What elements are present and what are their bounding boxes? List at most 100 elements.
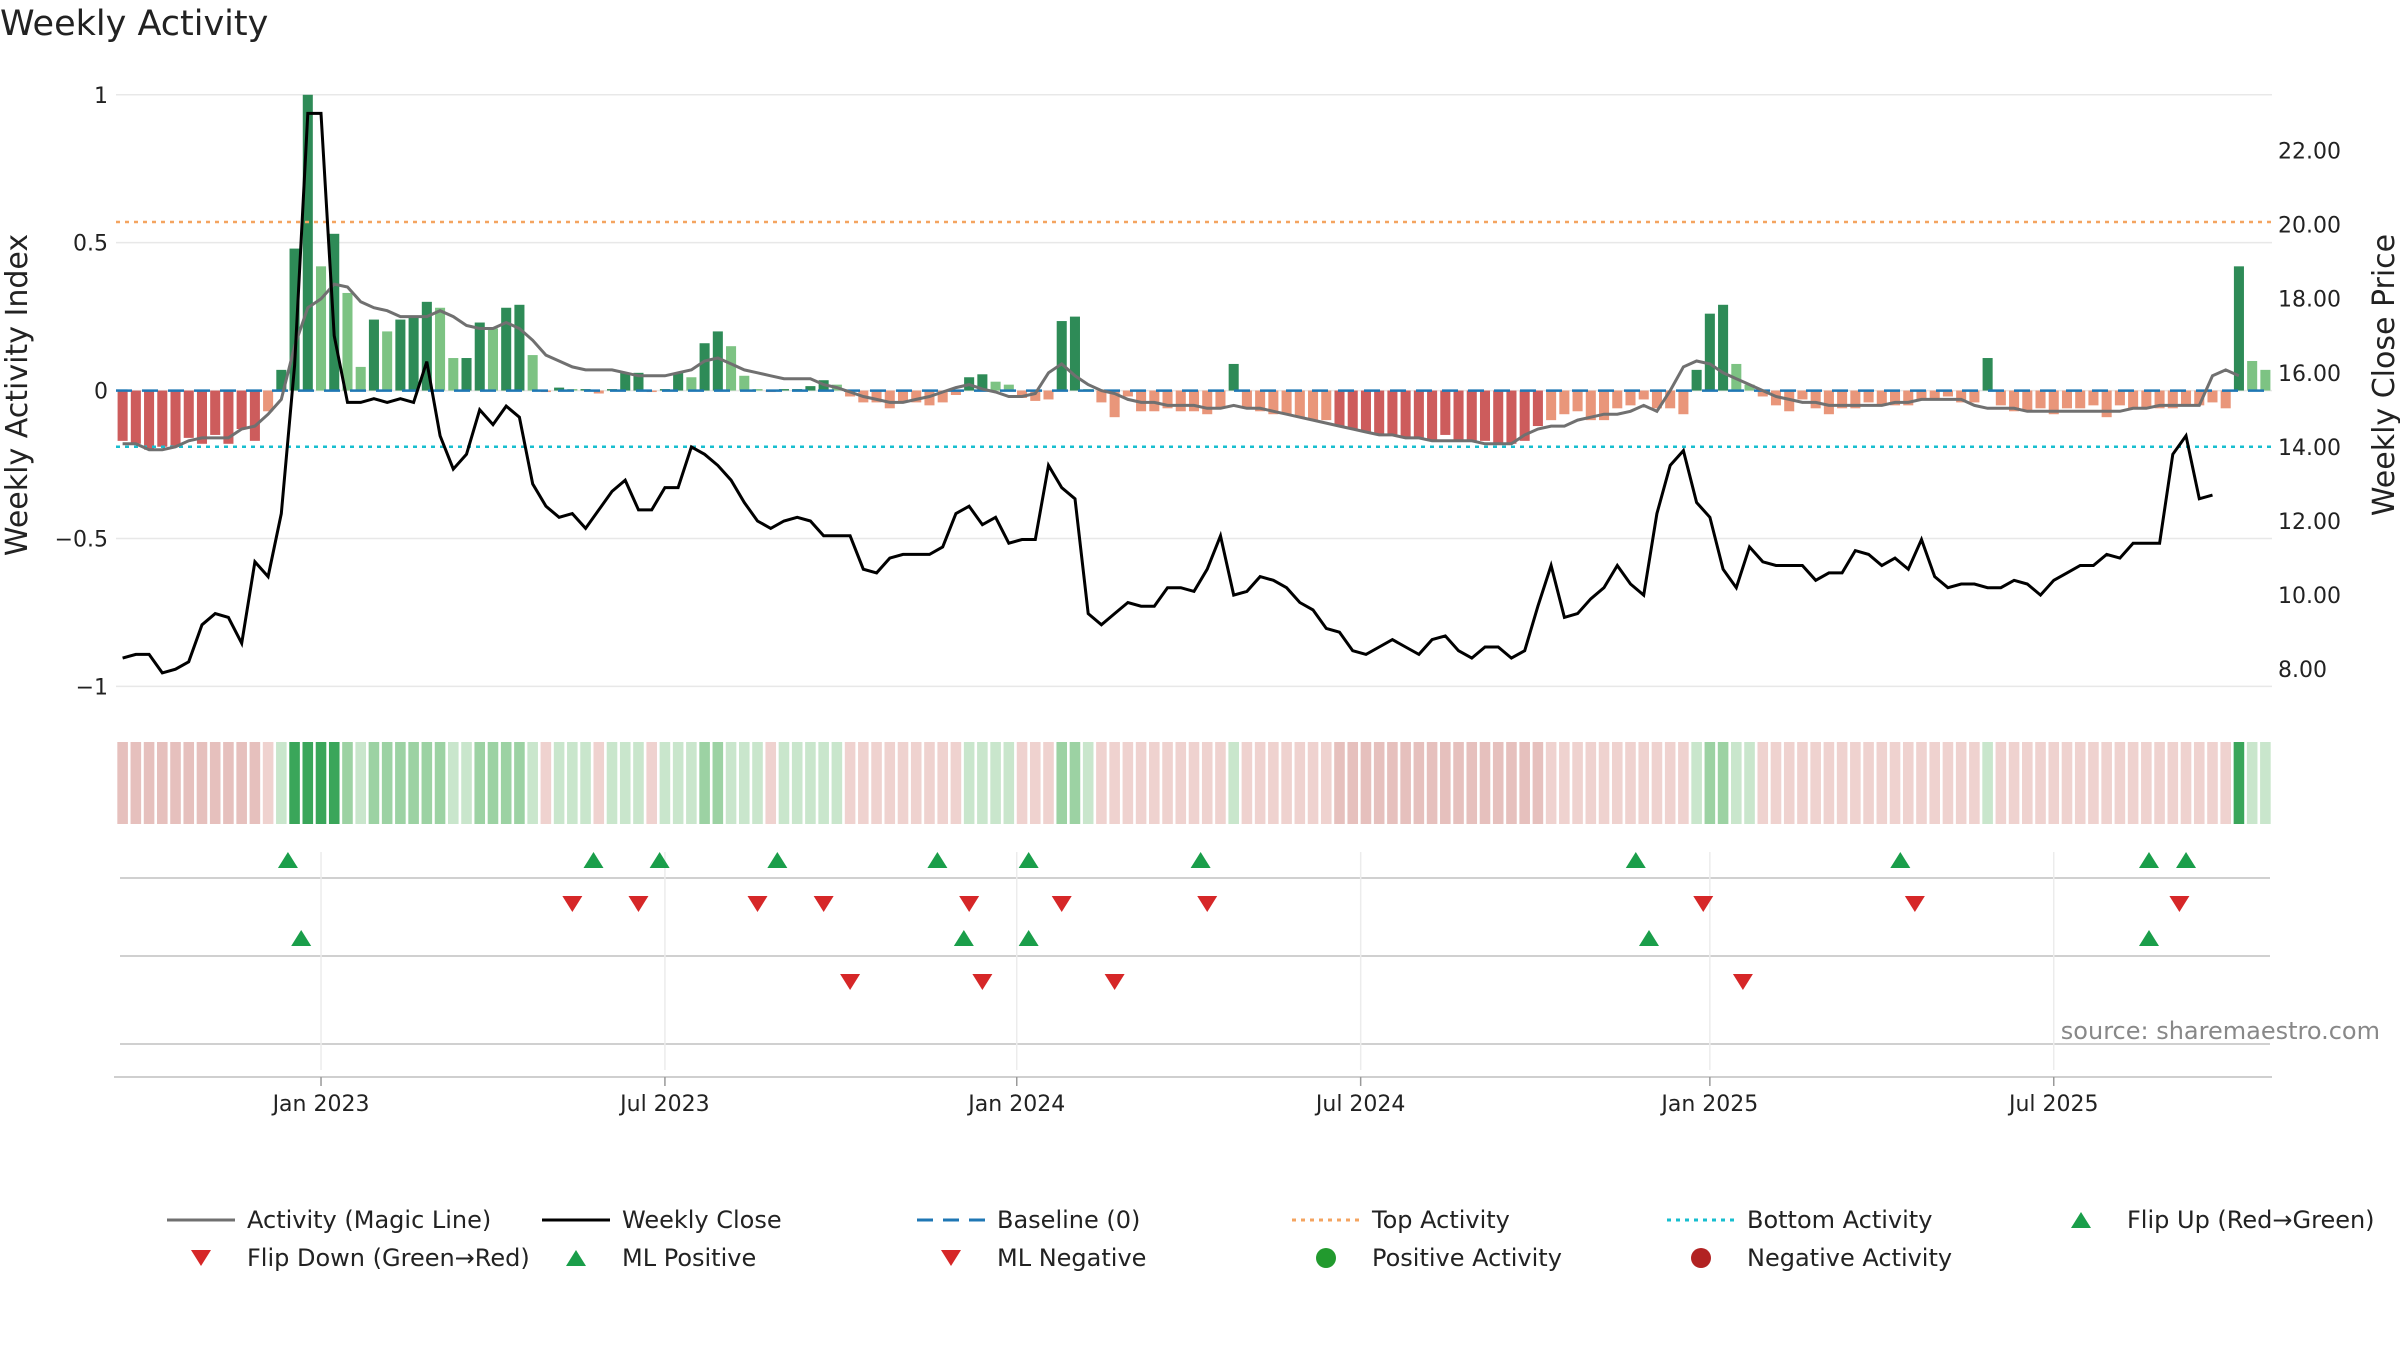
triangle-up-marker — [1639, 930, 1660, 946]
strip-cell — [1664, 742, 1676, 824]
strip-cell — [1744, 742, 1755, 824]
strip-cell — [1056, 742, 1068, 824]
activity-bar — [1069, 316, 1080, 391]
activity-bar — [1532, 390, 1543, 427]
triangle-up-marker — [1018, 930, 1039, 946]
strip-cell — [1228, 742, 1239, 824]
triangle-down-marker — [813, 896, 834, 912]
left-tick-label: 1 — [94, 84, 108, 109]
right-tick-label: 22.00 — [2278, 139, 2341, 164]
activity-bar — [1876, 390, 1887, 406]
activity-bar — [223, 390, 234, 444]
activity-bar — [263, 390, 274, 412]
strip-cell — [1559, 742, 1570, 824]
strip-cell — [2193, 742, 2205, 824]
strip-cell — [289, 742, 300, 824]
activity-bar — [1837, 390, 1848, 409]
strip-cell — [236, 742, 247, 824]
activity-bar — [2048, 390, 2059, 415]
strip-cell — [990, 742, 1001, 824]
legend-label: ML Negative — [997, 1244, 1147, 1272]
activity-bar — [1043, 390, 1054, 400]
activity-bar — [1268, 390, 1279, 415]
activity-bar — [1572, 390, 1583, 412]
strip-cell — [950, 742, 962, 824]
right-tick-label: 10.00 — [2278, 584, 2341, 609]
activity-bar — [1638, 390, 1649, 400]
strip-cell — [1466, 742, 1478, 824]
activity-bar — [712, 331, 723, 391]
strip-cell — [2154, 742, 2165, 824]
legend-swatch — [1316, 1248, 1336, 1268]
x-tick-label: Jul 2025 — [2007, 1092, 2099, 1117]
strip-cell — [1479, 742, 1491, 824]
strip-cell — [1003, 742, 1015, 824]
strip-cell — [1651, 742, 1663, 824]
triangle-up-marker — [583, 852, 604, 868]
activity-bar — [1995, 390, 2006, 406]
strip-cell — [2088, 742, 2099, 824]
strip-cell — [752, 742, 763, 824]
legend-item: Top Activity — [1290, 1202, 1510, 1238]
strip-cell — [447, 742, 459, 824]
triangle-up-marker — [953, 930, 974, 946]
strip-cell — [1175, 742, 1187, 824]
activity-bar — [1440, 390, 1451, 435]
activity-bar — [1704, 313, 1715, 391]
activity-bar — [1546, 390, 1557, 421]
activity-bar — [289, 248, 300, 391]
legend-label: ML Positive — [622, 1244, 757, 1272]
activity-bar — [2101, 390, 2112, 418]
x-axis: Jan 2023 Jul 2023 Jan 2024 Jul 2024 Jan 2025… — [114, 1076, 2272, 1117]
strip-cell — [1440, 742, 1451, 824]
triangle-up-marker — [291, 930, 312, 946]
legend-item: Activity (Magic Line) — [165, 1202, 491, 1238]
activity-bar — [620, 372, 631, 391]
triangle-down-marker — [747, 896, 768, 912]
triangle-down-marker — [1197, 896, 1218, 912]
triangle-up-marker — [2138, 930, 2159, 946]
activity-bar — [1281, 390, 1292, 415]
activity-bar — [1056, 321, 1067, 391]
strip-cell — [858, 742, 869, 824]
strip-cell — [1096, 742, 1107, 824]
strip-cell — [606, 742, 618, 824]
activity-bar — [474, 322, 485, 391]
strip-cell — [2048, 742, 2060, 824]
strip-cell — [1387, 742, 1398, 824]
x-tick-label: Jul 2024 — [1314, 1092, 1406, 1117]
legend-label: Weekly Close — [622, 1206, 782, 1234]
activity-bar — [1744, 384, 1755, 391]
strip-cell — [1281, 742, 1292, 824]
strip-cell — [2114, 742, 2126, 824]
activity-bar — [1003, 384, 1014, 391]
activity-bar — [1109, 390, 1120, 418]
strip-cell — [672, 742, 684, 824]
strip-cell — [1704, 742, 1716, 824]
strip-cell — [1453, 742, 1464, 824]
legend-swatch — [917, 1218, 985, 1222]
left-axis-label: Weekly Activity Index — [0, 234, 35, 556]
magic-line — [122, 282, 2240, 452]
strip-cell — [1122, 742, 1134, 824]
activity-bar — [461, 358, 472, 391]
activity-bar — [1665, 390, 1676, 409]
strip-cell — [910, 742, 922, 824]
activity-bar — [884, 390, 895, 409]
strip-cell — [2022, 742, 2033, 824]
strip-cell — [1413, 742, 1425, 824]
strip-cell — [262, 742, 274, 824]
chart-title: Weekly Activity — [0, 4, 269, 44]
activity-bar — [1956, 390, 1967, 403]
strip-cell — [408, 742, 419, 824]
activity-bar — [1215, 390, 1226, 409]
right-tick-label: 8.00 — [2278, 658, 2327, 683]
activity-bar — [673, 372, 684, 391]
legend-item: Bottom Activity — [1665, 1202, 1932, 1238]
activity-bar — [1651, 390, 1662, 409]
legend-label: Flip Down (Green→Red) — [247, 1244, 530, 1272]
strip-cell — [1929, 742, 1941, 824]
strip-cell — [567, 742, 578, 824]
strip-cell — [1241, 742, 1253, 824]
strip-cell — [1810, 742, 1821, 824]
